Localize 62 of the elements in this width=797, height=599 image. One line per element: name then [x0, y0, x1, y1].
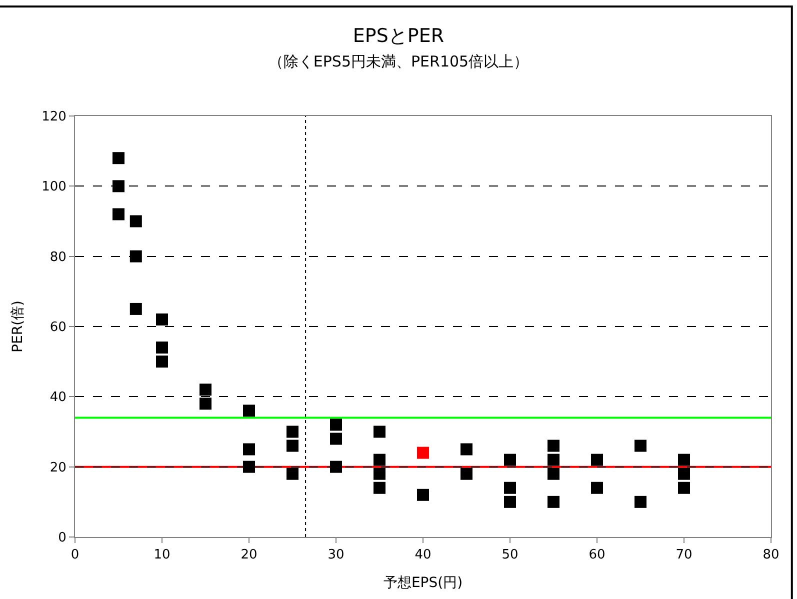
y-tick-label: 40: [50, 390, 66, 406]
point: [504, 496, 516, 508]
point: [417, 488, 429, 501]
point: [548, 440, 560, 452]
point: [374, 468, 386, 480]
point: [330, 460, 342, 473]
y-axis-title: PER(倍): [10, 300, 26, 352]
point: [504, 482, 516, 494]
point: [286, 468, 298, 480]
y-tick-label: 60: [50, 320, 66, 336]
point: [374, 482, 386, 494]
point: [330, 432, 342, 445]
point: [548, 496, 560, 508]
point: [200, 384, 212, 396]
point: [156, 342, 168, 354]
point: [243, 460, 255, 473]
point: [156, 356, 168, 368]
y-tick-label: 80: [50, 250, 66, 265]
point: [634, 496, 646, 508]
x-tick-label: 70: [676, 548, 692, 563]
point: [112, 180, 124, 192]
point: [460, 468, 472, 480]
point: [156, 313, 168, 326]
point: [548, 454, 560, 466]
point: [678, 468, 690, 480]
chart-subtitle: （除くEPS5円未満、PER105倍以上）: [268, 52, 529, 71]
point: [112, 208, 124, 220]
point: [130, 250, 142, 262]
y-tick-label: 100: [42, 180, 66, 195]
point: [678, 454, 690, 466]
point: [200, 398, 212, 410]
x-tick-label: 50: [502, 548, 518, 563]
y-tick-label: 20: [50, 460, 66, 476]
y-tick-label: 0: [58, 530, 66, 546]
point: [286, 426, 298, 438]
x-tick-label: 0: [70, 548, 80, 563]
point: [330, 418, 342, 431]
point: [634, 440, 646, 452]
point: [460, 443, 472, 456]
point: [243, 443, 255, 456]
x-tick-label: 80: [762, 548, 780, 563]
y-tick-label: 120: [42, 110, 66, 125]
point: [504, 454, 516, 466]
x-tick-label: 60: [588, 548, 606, 563]
point: [548, 468, 560, 480]
point: [130, 215, 142, 228]
point: [286, 440, 298, 452]
x-tick-label: 40: [414, 548, 432, 563]
x-tick-label: 10: [154, 548, 170, 563]
x-tick-label: 30: [328, 548, 344, 563]
point: [130, 302, 142, 315]
point: [374, 454, 386, 466]
point: [112, 152, 124, 164]
x-tick-label: 20: [240, 548, 258, 563]
point: [417, 446, 429, 459]
point: [591, 454, 603, 466]
point: [678, 482, 690, 494]
chart-title: EPSとPER: [352, 24, 444, 47]
x-axis-title: 予想EPS(円): [383, 574, 463, 591]
point: [243, 404, 255, 417]
point: [591, 482, 603, 494]
point: [374, 426, 386, 438]
